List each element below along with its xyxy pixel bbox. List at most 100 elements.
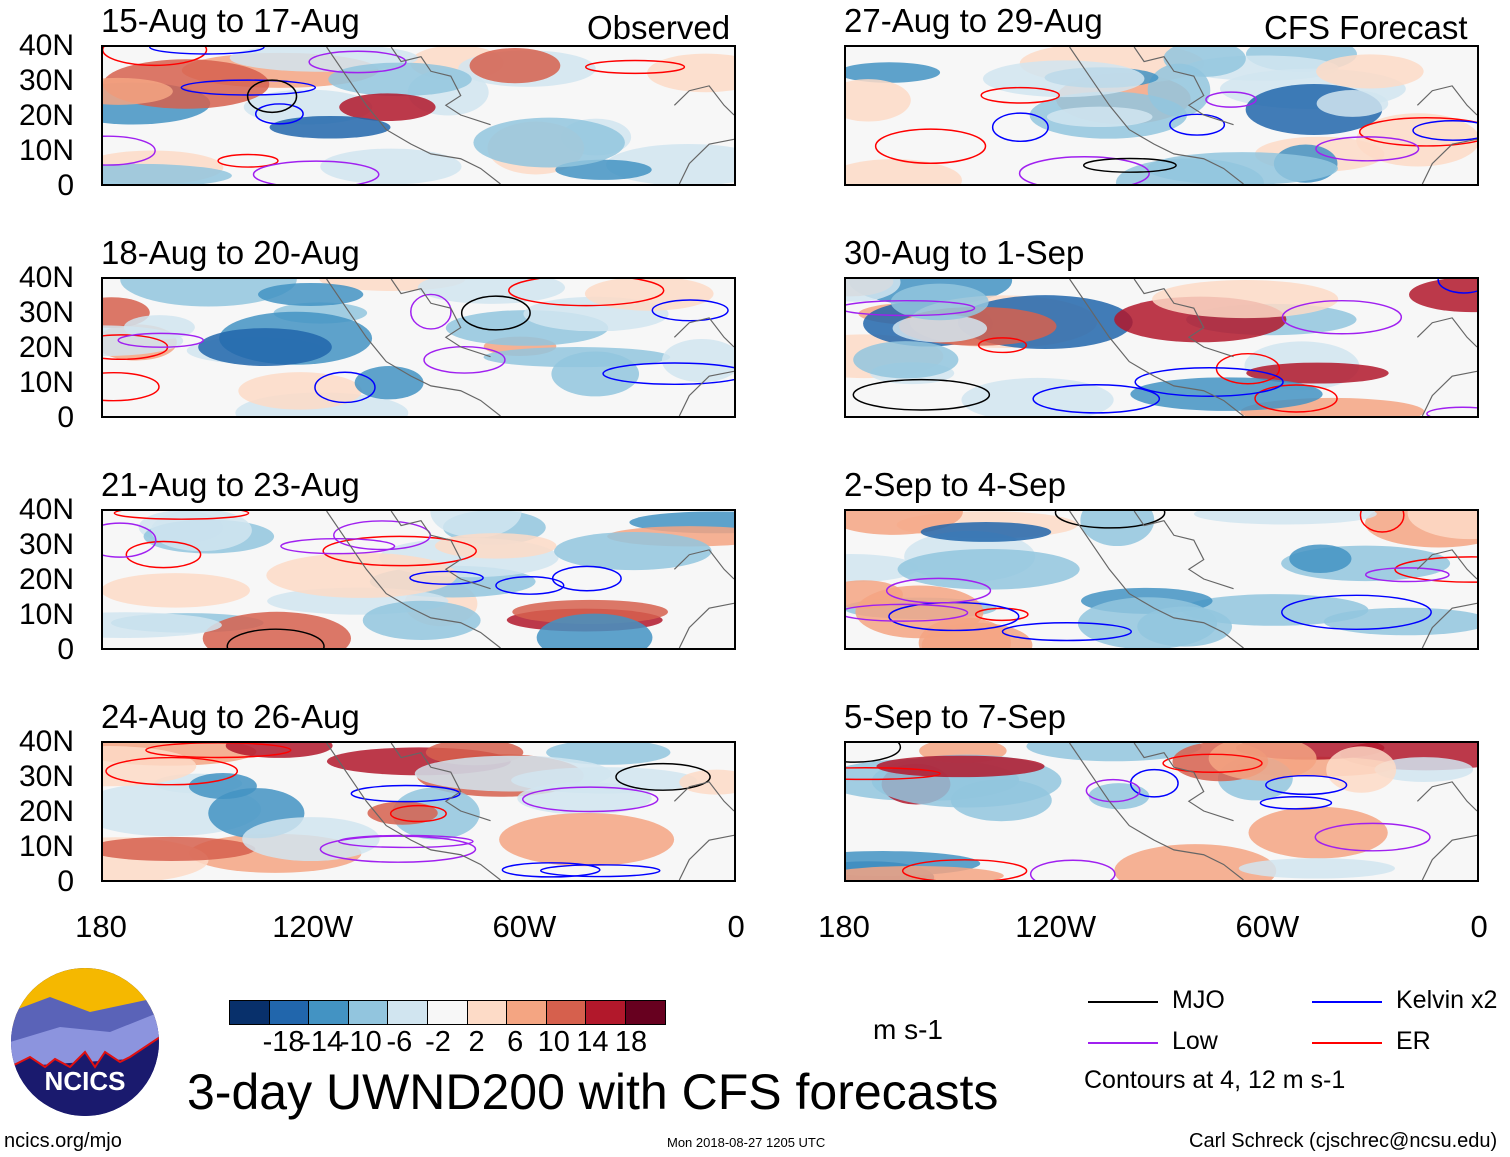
legend-label: Kelvin x2 [1396, 986, 1498, 1014]
contour-line [322, 535, 477, 567]
timestamp: Mon 2018-08-27 1205 UTC [667, 1135, 826, 1150]
contour-line [1134, 367, 1284, 397]
wind-anomaly-blob [414, 755, 612, 792]
y-tick-label: 10N [18, 598, 74, 631]
wind-anomaly-blob [1137, 606, 1233, 647]
contour-line [350, 784, 461, 803]
wind-anomaly-blob [242, 817, 380, 861]
contour-line [314, 371, 376, 404]
contour-line [410, 293, 452, 330]
legend-line [1088, 1042, 1158, 1044]
contour-line [1358, 117, 1477, 147]
colorbar-swatch [507, 1001, 547, 1024]
map-panel [844, 741, 1479, 882]
wind-anomaly-blob [846, 554, 919, 583]
logo-text: NCICS [45, 1066, 126, 1096]
contour-line [409, 570, 484, 585]
contour-line [125, 540, 202, 569]
contour-line [852, 378, 991, 411]
colorbar-swatch [467, 1001, 508, 1024]
wind-anomaly-blob [1409, 279, 1477, 313]
contour-line [105, 756, 239, 786]
contour-line [217, 153, 279, 168]
contour-line [333, 520, 432, 551]
colorbar-swatch [348, 1001, 389, 1024]
footer-url[interactable]: ncics.org/mjo [4, 1130, 122, 1152]
wind-anomaly-blob [1046, 106, 1153, 128]
wind-anomaly-blob [238, 372, 362, 410]
contour-line [1426, 406, 1477, 416]
colorbar-swatch [586, 1001, 626, 1024]
observed-label: Observed [587, 9, 731, 46]
wind-anomaly-blob [920, 522, 1052, 542]
contour-line [885, 577, 992, 604]
x-tick-label: 60W [1235, 909, 1300, 944]
contour-line [103, 47, 208, 67]
y-tick-label: 0 [57, 633, 74, 666]
wind-anomaly-blob [1326, 746, 1397, 793]
contour-line [846, 603, 969, 622]
wind-anomaly-blob [198, 328, 332, 366]
colorbar-swatch [625, 1001, 665, 1024]
y-tick-label: 0 [57, 401, 74, 434]
wind-anomaly-blob [1114, 844, 1277, 880]
x-tick-label: 180 [818, 909, 870, 944]
wind-anomaly-blob [499, 812, 675, 867]
wind-anomaly-blob [1407, 511, 1477, 540]
wind-anomaly-blob [1181, 594, 1369, 626]
colorbar-swatch [427, 1001, 468, 1024]
wind-anomaly-blob [258, 282, 364, 306]
wind-anomaly-blob [1289, 544, 1352, 573]
contour-line [974, 607, 1029, 622]
legend-label: MJO [1172, 986, 1225, 1014]
wind-anomaly-blob [1246, 362, 1389, 384]
panel-title: 15-Aug to 17-Aug [101, 2, 360, 39]
coastline [326, 743, 734, 880]
coastline [1069, 47, 1477, 184]
wind-anomaly-blob [103, 836, 256, 862]
contour-line [103, 371, 160, 402]
map-panel [844, 45, 1479, 186]
contour-line [977, 337, 1028, 354]
contour-note: Contours at 4, 12 m s-1 [1084, 1066, 1346, 1094]
wind-anomaly-blob [1163, 47, 1246, 77]
colorbar-label: 6 [507, 1026, 524, 1058]
map-panel [101, 741, 736, 882]
contour-line [846, 743, 902, 763]
wind-anomaly-blob [982, 60, 1145, 98]
panel-title: 24-Aug to 26-Aug [101, 698, 360, 735]
panel-title: 18-Aug to 20-Aug [101, 234, 360, 271]
wind-anomaly-blob [225, 743, 333, 758]
contour-line [1281, 594, 1432, 631]
contour-line [1169, 113, 1226, 136]
colorbar-label: -6 [386, 1026, 413, 1058]
y-tick-label: 30N [18, 528, 74, 561]
y-tick-label: 10N [18, 134, 74, 167]
panel-title: 5-Sep to 7-Sep [844, 698, 1066, 735]
wind-anomaly-blob [1323, 607, 1477, 636]
wind-anomaly-blob [661, 338, 734, 383]
wind-anomaly-blob [103, 77, 173, 105]
wind-anomaly-blob [269, 115, 391, 139]
wind-anomaly-blob [434, 533, 557, 559]
map-panel [844, 509, 1479, 650]
y-tick-label: 0 [57, 865, 74, 898]
contour-line [460, 295, 531, 331]
contour-line [1265, 774, 1348, 796]
contour-line [1029, 859, 1116, 880]
wind-anomaly-blob [846, 62, 941, 83]
contour-line [149, 47, 265, 55]
contour-line [308, 50, 407, 74]
wind-anomaly-blob [892, 314, 988, 343]
wind-anomaly-blob [1146, 152, 1338, 184]
wind-anomaly-blob [1152, 280, 1339, 319]
forecast-label: CFS Forecast [1264, 9, 1468, 46]
contour-line [103, 522, 157, 558]
contour-line [1437, 279, 1477, 294]
x-tick-label: 120W [1015, 909, 1097, 944]
contour-line [113, 511, 250, 520]
wind-anomaly-blob [897, 548, 1080, 590]
coastline [326, 511, 734, 648]
contour-line [1162, 753, 1263, 774]
wind-anomaly-blob [1374, 757, 1474, 782]
